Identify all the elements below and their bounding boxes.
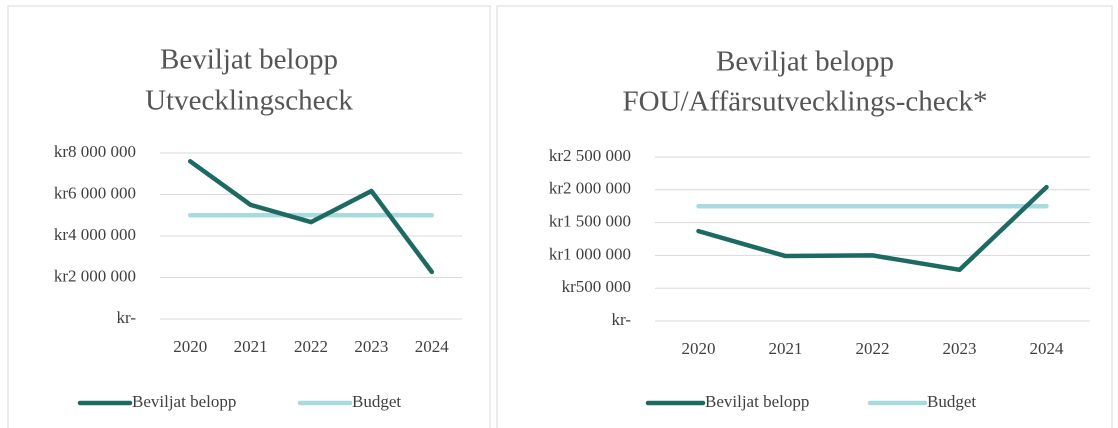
legend-label: Budget xyxy=(927,392,976,411)
y-tick-label: kr4 000 000 xyxy=(54,225,136,244)
x-tick-label: 2023 xyxy=(943,339,977,358)
x-tick-label: 2020 xyxy=(682,339,716,358)
y-tick-label: kr1 000 000 xyxy=(549,244,631,263)
y-tick-label: kr2 000 000 xyxy=(54,266,136,285)
y-tick-label: kr1 500 000 xyxy=(549,212,631,231)
x-tick-label: 2020 xyxy=(173,337,207,356)
y-tick-label: kr6 000 000 xyxy=(54,183,136,202)
legend-label: Beviljat belopp xyxy=(705,392,809,411)
series-line xyxy=(187,159,435,275)
y-tick-label: kr- xyxy=(612,310,632,329)
x-tick-label: 2021 xyxy=(234,337,268,356)
legend-label: Budget xyxy=(352,392,401,411)
x-tick-label: 2022 xyxy=(856,339,890,358)
chart-subtitle: FOU/Affärsutvecklings-check* xyxy=(622,86,987,118)
x-tick-label: 2021 xyxy=(769,339,803,358)
y-tick-label: kr2 000 000 xyxy=(549,179,631,198)
x-tick-label: 2023 xyxy=(354,337,388,356)
panel xyxy=(496,5,1113,428)
chart-title: Beviljat belopp xyxy=(160,44,338,76)
y-tick-label: kr500 000 xyxy=(562,277,631,296)
y-tick-label: kr8 000 000 xyxy=(54,142,136,161)
chart-title: Beviljat belopp xyxy=(716,46,894,78)
y-tick-label: kr- xyxy=(117,308,137,327)
y-tick-label: kr2 500 000 xyxy=(549,146,631,165)
chart-subtitle: Utvecklingscheck xyxy=(145,85,353,117)
series-line xyxy=(696,184,1049,273)
legend-label: Beviljat belopp xyxy=(132,392,236,411)
x-tick-label: 2022 xyxy=(294,337,328,356)
x-tick-label: 2024 xyxy=(415,337,450,356)
x-tick-label: 2024 xyxy=(1030,339,1065,358)
